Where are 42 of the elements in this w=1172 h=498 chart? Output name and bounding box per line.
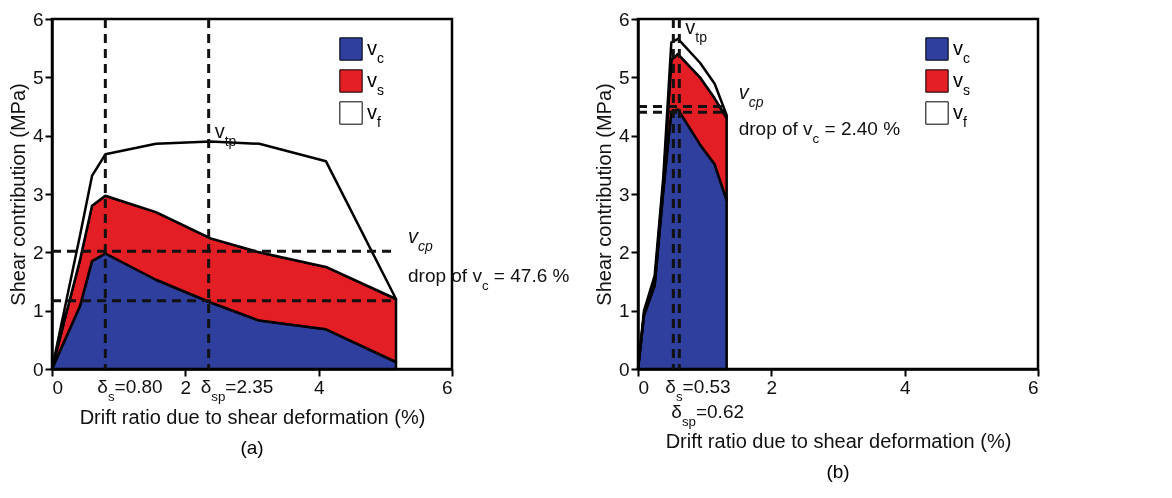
y-tick-label: 4: [32, 125, 44, 147]
x-tick-label: 2: [180, 376, 192, 398]
annotation: v$_{tp}$: [685, 15, 708, 45]
y-tick-label: 2: [32, 241, 44, 263]
y-axis-title: Shear contribution (MPa): [6, 83, 29, 306]
y-tick-label: 1: [618, 300, 630, 322]
legend-label: v$_{s}$: [953, 69, 970, 98]
x-axis-title: Drift ratio due to shear deformation (%): [79, 405, 426, 428]
y-tick-label: 6: [618, 8, 630, 30]
annotation: drop of v$_{c}$ = 2.40 %: [738, 118, 901, 146]
y-tick-label: 1: [32, 300, 44, 322]
x-tick-label: 2: [766, 376, 778, 398]
y-tick-label: 5: [618, 66, 630, 88]
x-tick-label: 6: [441, 376, 453, 398]
y-tick-label: 5: [32, 66, 44, 88]
y-tick-label: 0: [32, 358, 44, 380]
y-axis-title: Shear contribution (MPa): [592, 83, 615, 306]
legend-label: v$_{s}$: [367, 69, 384, 98]
x-tick-label: 0: [52, 376, 64, 398]
ref-line-label: v$_{cp}$: [738, 80, 764, 110]
ref-line-label: v$_{cp}$: [408, 225, 433, 255]
y-tick-label: 6: [32, 8, 44, 30]
legend-label: v$_{f}$: [367, 101, 381, 130]
y-tick-label: 4: [618, 125, 630, 147]
legend-label: v$_{c}$: [953, 37, 970, 66]
x-tick-label: 4: [899, 376, 911, 398]
x-tick-label: 0: [638, 376, 650, 398]
ref-line-label: δ$_{s}$=0.80: [97, 376, 163, 404]
text: (b): [826, 461, 850, 482]
legend-label: v$_{f}$: [953, 101, 967, 130]
legend-label: v$_{c}$: [367, 37, 384, 66]
y-tick-label: 3: [32, 183, 44, 205]
y-tick-label: 0: [618, 358, 630, 380]
x-tick-label: 4: [313, 376, 325, 398]
ref-line-label: δ$_{sp}$=0.62: [671, 401, 745, 429]
y-tick-label: 3: [618, 183, 630, 205]
text: (a): [240, 437, 264, 458]
y-tick-label: 2: [618, 241, 630, 263]
ref-line-label: δ$_{s}$=0.53: [665, 376, 731, 404]
x-tick-label: 6: [1027, 376, 1039, 398]
x-axis-title: Drift ratio due to shear deformation (%): [665, 429, 1012, 452]
ref-line-label: δ$_{sp}$=2.35: [200, 376, 274, 404]
